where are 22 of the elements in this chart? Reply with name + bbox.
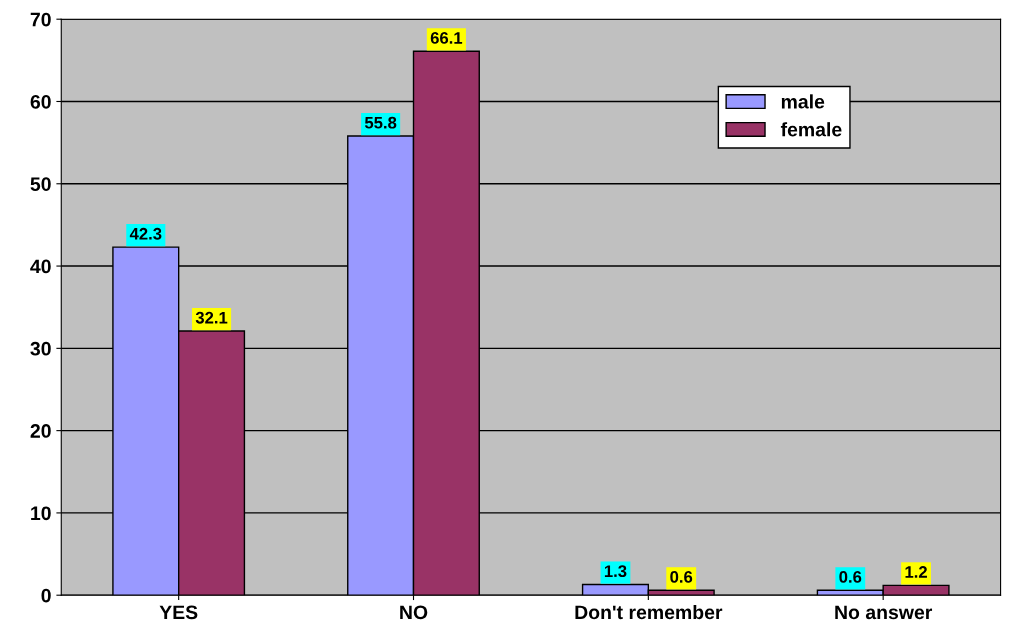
- data-label: 1.2: [905, 566, 927, 578]
- data-label: 42.3: [129, 227, 162, 240]
- data-label: 1.3: [604, 565, 627, 578]
- y-tick-label: 0: [41, 588, 51, 603]
- y-tick-label: 10: [31, 506, 51, 521]
- data-label: 66.1: [430, 32, 463, 44]
- x-tick-label: NO: [400, 605, 428, 620]
- y-tick-label: 60: [30, 94, 51, 109]
- data-label: 55.8: [364, 116, 397, 129]
- data-label: 0.6: [670, 571, 693, 583]
- legend-label: female: [780, 122, 842, 137]
- data-label: 32.1: [195, 311, 228, 324]
- x-tick-label: Don't remember: [575, 604, 723, 620]
- y-tick-label: 70: [30, 12, 51, 27]
- y-tick-label: 20: [30, 424, 51, 438]
- data-label: 0.6: [839, 571, 862, 583]
- legend-label: male: [781, 94, 825, 109]
- y-tick-label: 50: [30, 177, 51, 192]
- y-tick-label: 30: [30, 341, 51, 356]
- x-tick-label: No answer: [835, 605, 933, 620]
- y-tick-label: 40: [30, 259, 51, 274]
- x-tick-label: YES: [159, 605, 198, 620]
